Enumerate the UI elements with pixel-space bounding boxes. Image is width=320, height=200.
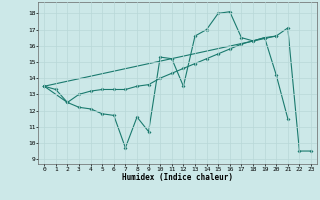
X-axis label: Humidex (Indice chaleur): Humidex (Indice chaleur) bbox=[122, 173, 233, 182]
